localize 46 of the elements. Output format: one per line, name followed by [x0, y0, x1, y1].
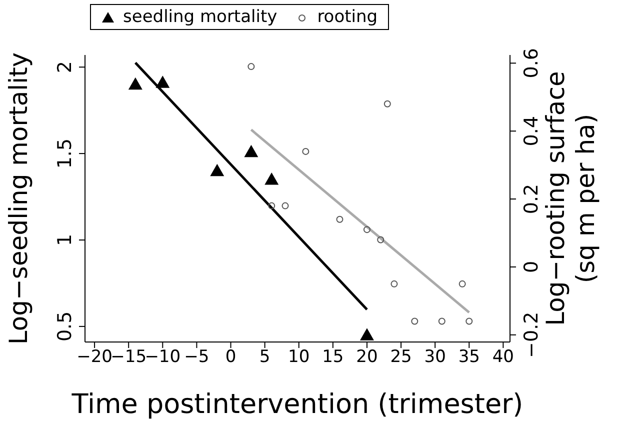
y2-axis-title: Log−rooting surface (sq m per ha) [541, 71, 600, 326]
y2-tick-label: −0.2 [520, 312, 543, 358]
y-tick-label: 1.5 [54, 138, 76, 169]
point [336, 216, 344, 223]
point [458, 280, 466, 288]
point [363, 226, 370, 234]
x-tick-label: 10 [288, 347, 310, 368]
point [390, 280, 398, 288]
point [248, 63, 255, 70]
x-axis-title: Time postintervention (trimester) [70, 389, 524, 420]
point [264, 172, 279, 185]
legend-label: seedling mortality [123, 7, 278, 27]
y-tick-label: 1 [54, 234, 76, 246]
point [438, 318, 446, 325]
x-tick-label: 5 [259, 347, 270, 368]
point [128, 77, 142, 90]
point [377, 236, 384, 244]
x-tick-label: 25 [390, 347, 412, 368]
point [302, 148, 310, 155]
x-tick-label: −20 [76, 347, 112, 368]
point [360, 328, 374, 340]
y2-tick-label: 0 [520, 260, 543, 273]
point [244, 144, 258, 158]
point [411, 318, 418, 325]
legend-label: rooting [317, 7, 378, 27]
point [282, 202, 289, 210]
x-tick-label: −15 [110, 347, 147, 368]
point [268, 202, 276, 210]
point [466, 318, 473, 325]
x-tick-label: 15 [322, 347, 344, 368]
x-tick-label: 0 [225, 347, 236, 368]
x-tick-label: 30 [424, 347, 446, 368]
x-tick-label: −10 [144, 347, 181, 368]
y2-tick-label: 0.4 [520, 116, 543, 146]
x-tick-label: 20 [356, 347, 378, 368]
y-tick-label: 2 [54, 61, 76, 74]
x-tick-label: −5 [184, 347, 210, 368]
x-tick-label: 35 [458, 347, 480, 368]
y2-tick-label: 0.2 [520, 184, 543, 214]
y2-tick-label: 0.6 [520, 48, 543, 78]
y-tick-label: 0.5 [54, 311, 76, 342]
point [384, 100, 391, 108]
x-tick-label: 40 [492, 347, 514, 368]
point [156, 76, 170, 88]
y-axis-title: Log−seedling mortality [4, 52, 33, 345]
point [210, 164, 224, 176]
